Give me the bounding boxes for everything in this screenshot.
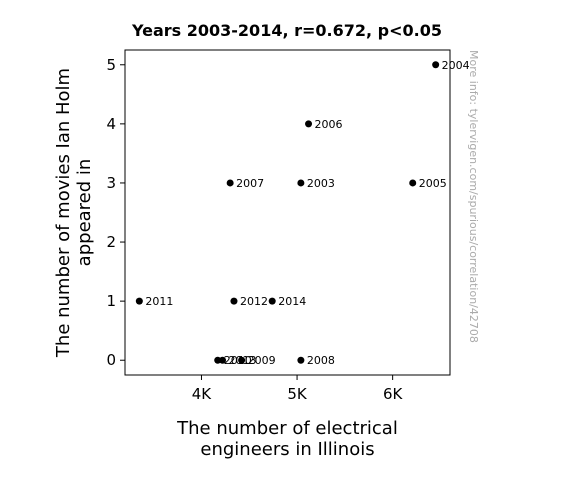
point-label: 2008: [307, 354, 335, 367]
y-tick-label: 2: [106, 233, 116, 251]
x-tick-label: 4K: [192, 385, 213, 403]
point-label: 2003: [307, 177, 335, 190]
point-label: 2011: [145, 295, 173, 308]
point-label: 2004: [442, 59, 470, 72]
x-ticks: 4K 5K 6K: [192, 375, 404, 403]
x-tick-label: 5K: [287, 385, 308, 403]
data-point: [238, 356, 246, 364]
y-axis-label-line: appeared in: [74, 159, 95, 267]
y-tick-label: 5: [106, 56, 116, 74]
y-axis-label: The number of movies Ian Holm appeared in: [53, 68, 95, 358]
data-point: [432, 61, 440, 69]
data-point: [297, 356, 305, 364]
y-tick-label: 3: [106, 174, 116, 192]
x-tick-label: 6K: [383, 385, 404, 403]
point-label: 2013: [229, 354, 257, 367]
data-point: [135, 297, 143, 305]
point-label: 2006: [315, 118, 343, 131]
data-point: [219, 356, 226, 364]
data-point: [409, 179, 417, 187]
point-label: 2005: [419, 177, 447, 190]
y-axis-label-line: The number of movies Ian Holm: [53, 68, 74, 358]
point-label: 2014: [278, 295, 306, 308]
watermark: More info: tylervigen.com/spurious/corre…: [467, 50, 480, 343]
data-point: [230, 297, 238, 305]
point-label: 2010: [224, 354, 252, 367]
y-tick-label: 0: [106, 351, 116, 369]
y-tick-label: 1: [106, 292, 116, 310]
data-point: [268, 297, 276, 305]
y-ticks: 0 1 2 3 4 5: [106, 56, 125, 369]
y-tick-label: 4: [106, 115, 116, 133]
x-axis-label-line: The number of electrical: [176, 418, 398, 439]
x-axis-label-line: engineers in Illinois: [200, 439, 374, 460]
point-label: 2009: [248, 354, 276, 367]
data-point: [226, 179, 234, 187]
point-label: 2012: [240, 295, 268, 308]
point-label: 2007: [236, 177, 264, 190]
plot-area: [124, 49, 451, 376]
data-points: [135, 61, 440, 364]
data-point: [305, 120, 313, 128]
chart-title: Years 2003-2014, r=0.672, p<0.05: [131, 21, 442, 40]
data-point: [297, 179, 305, 187]
